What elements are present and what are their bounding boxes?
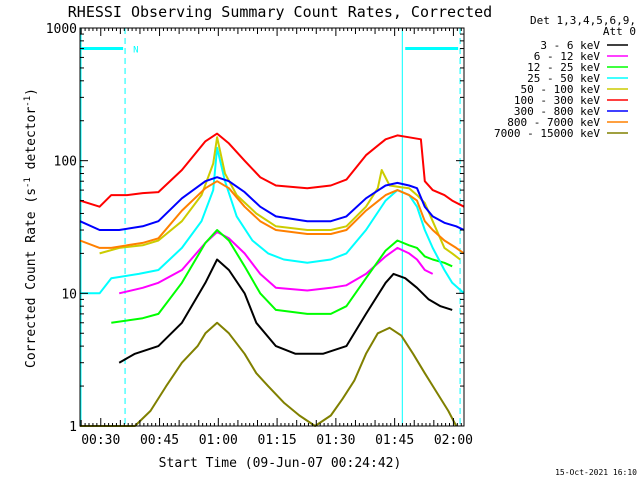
x-tick-label: 02:00 <box>434 433 473 448</box>
series-line-4 <box>80 146 465 295</box>
series-line-8 <box>79 180 465 255</box>
series-lines <box>79 132 465 427</box>
legend-entry-label: 300 - 800 keV <box>514 105 600 118</box>
series-line-3 <box>111 229 453 324</box>
timestamp: 15-Oct-2021 16:10 <box>555 468 637 477</box>
y-tick-label: 10 <box>61 287 77 302</box>
legend-entry-label: 100 - 300 keV <box>514 94 600 107</box>
legend-entry-label: 6 - 12 keV <box>534 50 601 63</box>
x-tick-label: 01:15 <box>258 433 297 448</box>
legend-entry-label: 25 - 50 keV <box>527 72 600 85</box>
series-line-2 <box>118 231 434 295</box>
x-axis: 00:30 00:45 01:00 01:15 01:30 01:45 02:00 <box>80 28 473 448</box>
legend-entry-label: 3 - 6 keV <box>540 39 600 52</box>
series-line-1 <box>118 258 453 364</box>
y-axis: 1 10 100 1000 <box>46 22 464 435</box>
x-tick-label: 01:30 <box>316 433 355 448</box>
x-tick-label: 00:30 <box>81 433 120 448</box>
y-tick-label: 1000 <box>46 22 77 37</box>
x-tick-label: 00:45 <box>140 433 179 448</box>
x-tick-label: 01:45 <box>375 433 414 448</box>
legend-entry-label: 7000 - 15000 keV <box>494 127 600 140</box>
x-axis-label: Start Time (09-Jun-07 00:24:42) <box>159 456 402 471</box>
legend-header: Det 1,3,4,5,6,9, <box>530 14 636 27</box>
legend-entry-label: 50 - 100 keV <box>521 83 601 96</box>
legend-entry-label: 12 - 25 keV <box>527 61 600 74</box>
y-axis-label: Corrected Count Rate (s-1 detector-1) <box>23 88 39 368</box>
chart-title: RHESSI Observing Summary Count Rates, Co… <box>68 3 492 21</box>
plot-frame <box>79 27 465 427</box>
series-line-6 <box>79 132 465 208</box>
legend-header: Att 0 <box>603 25 636 38</box>
series-line-5 <box>99 136 461 261</box>
series-line-7 <box>79 176 465 231</box>
x-tick-label: 01:00 <box>199 433 238 448</box>
series-line-9 <box>80 321 458 427</box>
y-tick-label: 1 <box>69 420 77 435</box>
attenuator-label: N <box>133 46 138 56</box>
y-tick-label: 100 <box>54 155 77 170</box>
legend-entry-label: 800 - 7000 keV <box>507 116 600 129</box>
